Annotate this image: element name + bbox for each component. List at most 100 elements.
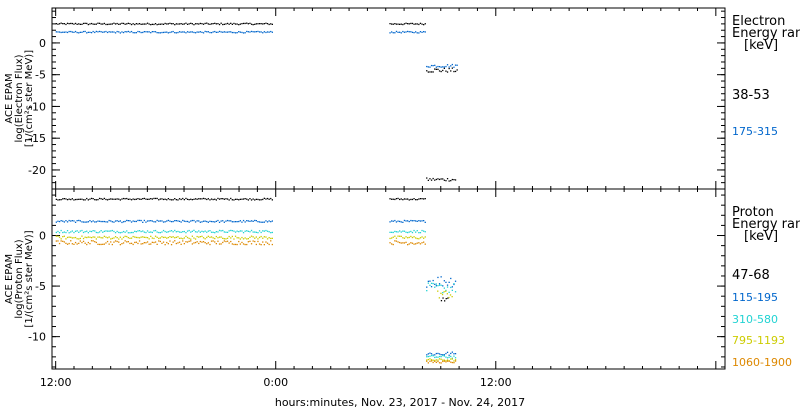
data-point-47-68 xyxy=(421,198,423,200)
data-point-1060-1900 xyxy=(443,360,445,362)
data-point-115-195 xyxy=(158,220,160,222)
data-point-38-53 xyxy=(435,178,437,181)
data-point-115-195 xyxy=(214,221,216,223)
data-point-1060-1900 xyxy=(408,243,410,245)
data-point-38-53 xyxy=(97,22,99,24)
data-point-115-195 xyxy=(162,221,165,223)
data-point-795-1193 xyxy=(395,237,398,239)
data-point-310-580 xyxy=(450,355,452,358)
data-point-795-1193 xyxy=(218,236,221,238)
data-point-38-53 xyxy=(156,24,158,26)
data-point-38-53 xyxy=(111,23,113,25)
data-point-115-195 xyxy=(174,220,176,222)
data-point-175-315 xyxy=(419,31,422,33)
data-point-795-1193 xyxy=(73,237,75,239)
data-point-175-315 xyxy=(166,31,168,33)
data-point-38-53 xyxy=(445,180,447,182)
data-point-310-580 xyxy=(445,289,447,292)
data-point-795-1193 xyxy=(403,237,406,239)
legend-entry-310-580: 310-580 xyxy=(732,313,778,326)
y-tick-label: -5 xyxy=(35,69,46,82)
data-point-115-195 xyxy=(121,221,123,224)
data-point-175-315 xyxy=(454,64,457,66)
data-point-115-195 xyxy=(191,219,193,222)
data-point-1060-1900 xyxy=(204,242,206,244)
data-point-47-68 xyxy=(191,199,193,201)
data-point-310-580 xyxy=(150,231,152,233)
data-point-1060-1900 xyxy=(397,241,399,243)
data-point-310-580 xyxy=(244,230,246,232)
data-point-47-68 xyxy=(175,199,177,201)
data-point-175-315 xyxy=(400,32,402,34)
data-point-1060-1900 xyxy=(258,243,261,245)
data-point-47-68 xyxy=(447,297,449,299)
data-point-310-580 xyxy=(430,354,433,357)
data-point-795-1193 xyxy=(167,236,169,239)
data-point-115-195 xyxy=(188,221,190,223)
data-point-47-68 xyxy=(172,199,174,201)
data-point-795-1193 xyxy=(204,238,206,240)
data-point-38-53 xyxy=(410,22,412,25)
data-point-310-580 xyxy=(231,230,233,232)
data-point-175-315 xyxy=(145,31,147,33)
data-point-1060-1900 xyxy=(254,240,256,243)
legend-entry-175-315: 175-315 xyxy=(732,125,778,138)
data-point-795-1193 xyxy=(418,238,420,240)
data-point-310-580 xyxy=(402,230,404,232)
data-point-1060-1900 xyxy=(90,240,93,242)
data-point-175-315 xyxy=(63,31,65,33)
data-point-310-580 xyxy=(185,232,187,234)
y-tick-label: -20 xyxy=(28,164,46,177)
data-point-47-68 xyxy=(210,198,213,200)
data-point-38-53 xyxy=(174,24,176,26)
data-point-310-580 xyxy=(106,230,109,232)
data-point-1060-1900 xyxy=(82,240,85,242)
data-point-47-68 xyxy=(394,198,396,201)
data-point-38-53 xyxy=(423,24,425,26)
data-point-310-580 xyxy=(162,229,165,232)
data-point-795-1193 xyxy=(71,237,73,239)
data-point-310-580 xyxy=(164,230,166,233)
data-point-1060-1900 xyxy=(429,360,431,362)
data-point-47-68 xyxy=(226,198,229,200)
data-point-175-315 xyxy=(106,31,109,34)
data-point-47-68 xyxy=(116,198,118,200)
data-point-38-53 xyxy=(244,22,246,25)
data-point-38-53 xyxy=(415,23,417,25)
data-point-47-68 xyxy=(263,197,265,199)
data-point-795-1193 xyxy=(185,235,187,237)
data-point-38-53 xyxy=(148,23,150,25)
data-point-175-315 xyxy=(94,31,96,34)
data-point-47-68 xyxy=(121,198,123,200)
data-point-175-315 xyxy=(119,32,121,34)
data-point-47-68 xyxy=(174,198,176,200)
data-point-310-580 xyxy=(108,230,110,232)
electron-legend-title-line: Electron xyxy=(732,14,786,29)
data-point-38-53 xyxy=(175,23,177,25)
data-point-115-195 xyxy=(250,220,253,222)
data-point-795-1193 xyxy=(446,359,449,361)
data-point-310-580 xyxy=(97,232,99,234)
data-point-795-1193 xyxy=(74,236,77,239)
data-point-47-68 xyxy=(220,198,222,200)
data-point-115-195 xyxy=(156,219,158,222)
data-point-1060-1900 xyxy=(440,362,442,364)
data-point-115-195 xyxy=(246,220,248,222)
data-point-47-68 xyxy=(194,198,197,200)
data-point-115-195 xyxy=(86,221,88,223)
data-point-115-195 xyxy=(111,221,113,223)
data-point-38-53 xyxy=(241,23,243,25)
data-point-310-580 xyxy=(102,231,104,233)
data-point-795-1193 xyxy=(76,238,78,240)
data-point-47-68 xyxy=(198,198,200,200)
data-point-38-53 xyxy=(100,23,102,25)
data-point-1060-1900 xyxy=(411,242,414,244)
data-point-1060-1900 xyxy=(198,242,200,245)
data-point-47-68 xyxy=(270,197,272,200)
data-point-175-315 xyxy=(443,66,445,68)
data-point-310-580 xyxy=(76,230,78,232)
data-point-115-195 xyxy=(427,353,429,355)
data-point-38-53 xyxy=(121,22,123,24)
data-point-115-195 xyxy=(429,352,431,354)
data-point-115-195 xyxy=(76,220,78,222)
